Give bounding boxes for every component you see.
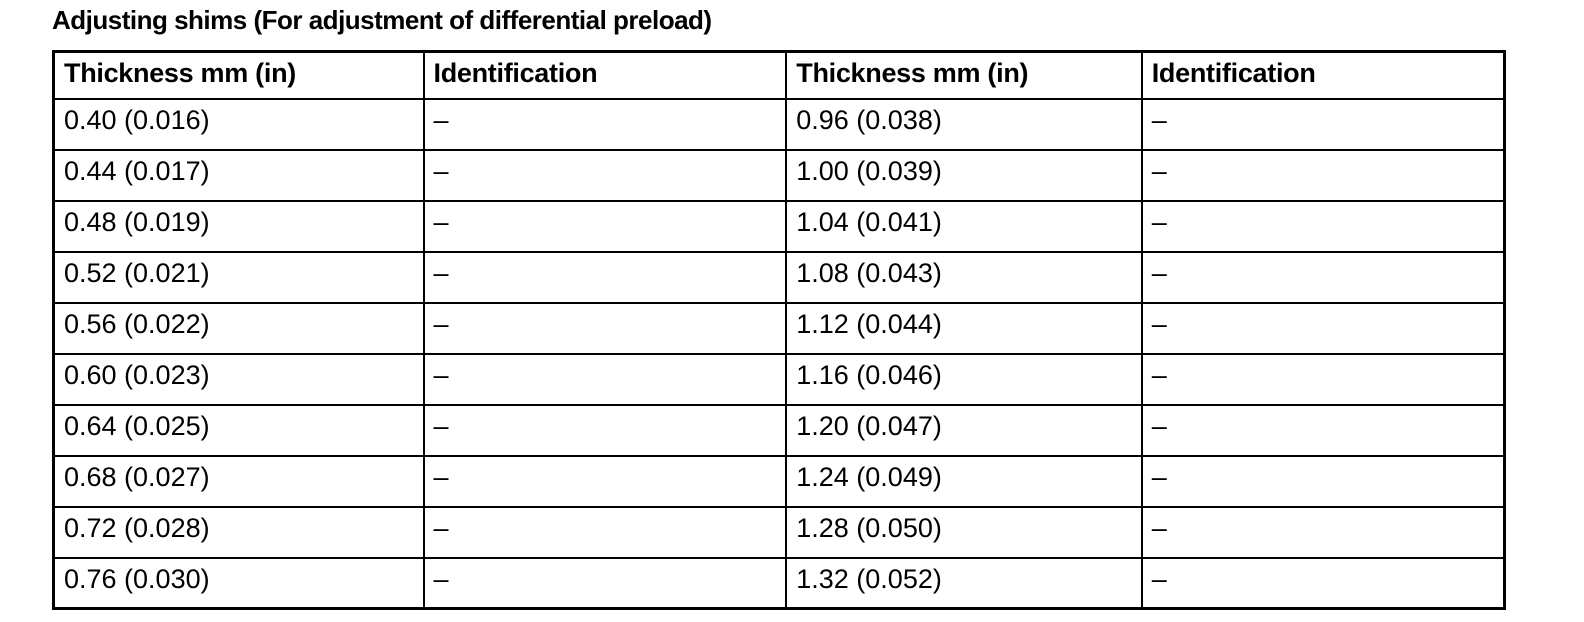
table-row: 0.56 (0.022) – 1.12 (0.044) –	[52, 301, 1506, 355]
table-header-row: Thickness mm (in) Identification Thickne…	[52, 50, 1506, 100]
identification-cell: –	[1140, 352, 1506, 406]
page-title: Adjusting shims (For adjustment of diffe…	[52, 5, 712, 35]
thickness-cell: 0.64 (0.025)	[52, 403, 425, 457]
thickness-cell: 1.16 (0.046)	[785, 352, 1143, 406]
identification-cell: –	[1140, 403, 1506, 457]
identification-cell: –	[1140, 148, 1506, 202]
table-row: 0.76 (0.030) – 1.32 (0.052) –	[52, 556, 1506, 610]
table-row: 0.48 (0.019) – 1.04 (0.041) –	[52, 199, 1506, 253]
identification-cell: –	[422, 97, 788, 151]
identification-cell: –	[422, 403, 788, 457]
table-row: 0.40 (0.016) – 0.96 (0.038) –	[52, 97, 1506, 151]
identification-cell: –	[1140, 250, 1506, 304]
table-row: 0.44 (0.017) – 1.00 (0.039) –	[52, 148, 1506, 202]
thickness-cell: 1.08 (0.043)	[785, 250, 1143, 304]
identification-cell: –	[422, 556, 788, 610]
identification-cell: –	[422, 505, 788, 559]
thickness-cell: 1.28 (0.050)	[785, 505, 1143, 559]
identification-cell: –	[422, 454, 788, 508]
thickness-cell: 1.00 (0.039)	[785, 148, 1143, 202]
thickness-cell: 0.72 (0.028)	[52, 505, 425, 559]
table-row: 0.68 (0.027) – 1.24 (0.049) –	[52, 454, 1506, 508]
thickness-cell: 0.44 (0.017)	[52, 148, 425, 202]
thickness-cell: 1.24 (0.049)	[785, 454, 1143, 508]
header-identification-left: Identification	[422, 50, 788, 100]
identification-cell: –	[422, 250, 788, 304]
thickness-cell: 0.68 (0.027)	[52, 454, 425, 508]
table-row: 0.60 (0.023) – 1.16 (0.046) –	[52, 352, 1506, 406]
thickness-cell: 1.32 (0.052)	[785, 556, 1143, 610]
thickness-cell: 0.60 (0.023)	[52, 352, 425, 406]
identification-cell: –	[1140, 301, 1506, 355]
identification-cell: –	[1140, 454, 1506, 508]
thickness-cell: 1.04 (0.041)	[785, 199, 1143, 253]
identification-cell: –	[1140, 97, 1506, 151]
thickness-cell: 0.96 (0.038)	[785, 97, 1143, 151]
identification-cell: –	[422, 199, 788, 253]
header-thickness-right: Thickness mm (in)	[785, 50, 1143, 100]
identification-cell: –	[1140, 199, 1506, 253]
thickness-cell: 0.76 (0.030)	[52, 556, 425, 610]
thickness-cell: 0.40 (0.016)	[52, 97, 425, 151]
header-thickness-left: Thickness mm (in)	[52, 50, 425, 100]
identification-cell: –	[422, 301, 788, 355]
table-row: 0.72 (0.028) – 1.28 (0.050) –	[52, 505, 1506, 559]
identification-cell: –	[422, 352, 788, 406]
thickness-cell: 1.20 (0.047)	[785, 403, 1143, 457]
identification-cell: –	[422, 148, 788, 202]
header-identification-right: Identification	[1140, 50, 1506, 100]
identification-cell: –	[1140, 556, 1506, 610]
adjusting-shims-table: Thickness mm (in) Identification Thickne…	[52, 50, 1506, 610]
table-row: 0.64 (0.025) – 1.20 (0.047) –	[52, 403, 1506, 457]
thickness-cell: 1.12 (0.044)	[785, 301, 1143, 355]
thickness-cell: 0.56 (0.022)	[52, 301, 425, 355]
identification-cell: –	[1140, 505, 1506, 559]
thickness-cell: 0.52 (0.021)	[52, 250, 425, 304]
thickness-cell: 0.48 (0.019)	[52, 199, 425, 253]
table-row: 0.52 (0.021) – 1.08 (0.043) –	[52, 250, 1506, 304]
